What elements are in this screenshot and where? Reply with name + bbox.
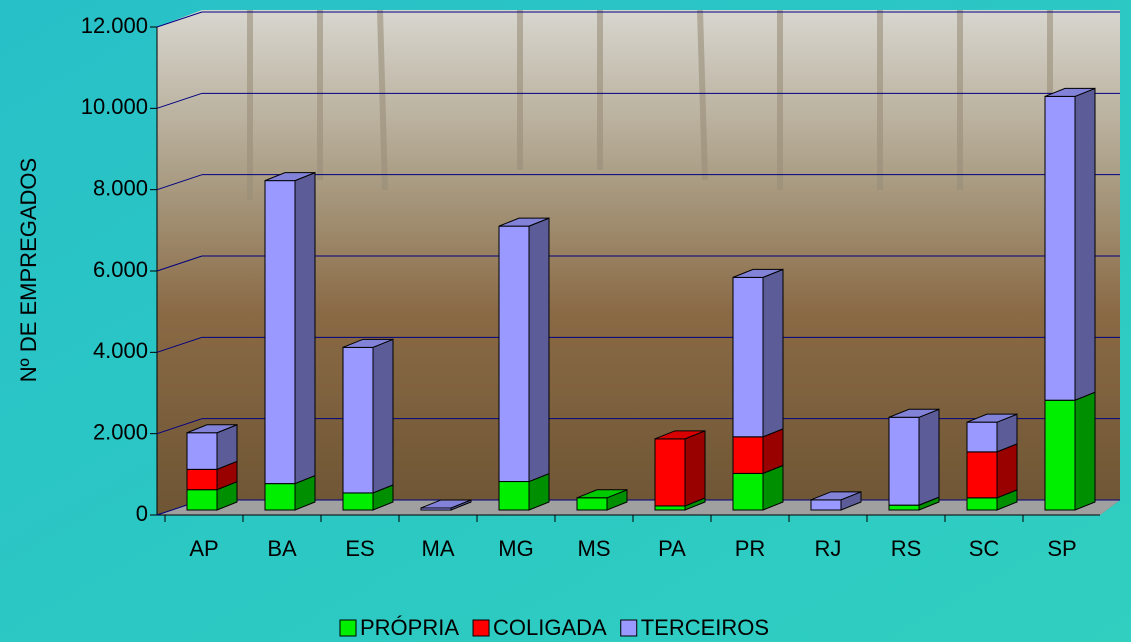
bar-side (1075, 392, 1095, 510)
x-tick-label: MS (578, 536, 611, 561)
y-tick-label: 12.000 (81, 13, 148, 38)
x-tick-label: RS (891, 536, 922, 561)
bar-front (889, 505, 919, 510)
legend-label: COLIGADA (493, 615, 607, 640)
x-tick-label: ES (345, 536, 374, 561)
bar-front (187, 490, 217, 510)
bar-front (1045, 400, 1075, 510)
bar-front (655, 439, 685, 506)
bar-front (811, 500, 841, 510)
bar-side (685, 431, 705, 506)
y-axis-title: Nº DE EMPREGADOS (16, 158, 41, 382)
x-tick-label: PA (658, 536, 686, 561)
bar-front (655, 506, 685, 510)
bar-side (295, 173, 315, 484)
x-tick-label: MA (422, 536, 455, 561)
bar-front (499, 482, 529, 510)
x-tick-label: SP (1047, 536, 1076, 561)
bar-front (1045, 96, 1075, 400)
bar-side (529, 218, 549, 481)
x-tick-label: BA (267, 536, 297, 561)
y-tick-label: 8.000 (93, 175, 148, 200)
legend-swatch (621, 620, 637, 636)
bar-front (889, 417, 919, 505)
chart: Nº DE EMPREGADOS 0 2.000 4.000 6.000 8.000 10… (0, 0, 1131, 642)
legend-label: TERCEIROS (641, 615, 769, 640)
bar-front (187, 433, 217, 470)
bar-front (733, 473, 763, 510)
bar-front (733, 277, 763, 436)
bar-front (343, 347, 373, 493)
legend-swatch (473, 620, 489, 636)
y-tick-label: 2.000 (93, 419, 148, 444)
y-tick-label: 6.000 (93, 257, 148, 282)
bar-side (373, 339, 393, 493)
bar-side (997, 444, 1017, 498)
bar-front (967, 498, 997, 510)
bar-front (577, 498, 607, 510)
y-tick-label: 0 (136, 501, 148, 526)
bar-front (187, 469, 217, 489)
y-tick-label: 4.000 (93, 338, 148, 363)
x-tick-label: RJ (815, 536, 842, 561)
bar-side (1075, 88, 1095, 400)
bar-side (919, 409, 939, 505)
bar-front (733, 437, 763, 474)
legend-label: PRÓPRIA (360, 615, 459, 640)
bar-front (967, 422, 997, 452)
bar-front (499, 226, 529, 481)
y-tick-label: 10.000 (81, 94, 148, 119)
bar-front (265, 484, 295, 510)
x-tick-label: SC (969, 536, 1000, 561)
x-tick-label: MG (498, 536, 533, 561)
x-tick-label: AP (189, 536, 218, 561)
bar-front (343, 493, 373, 510)
bar-front (967, 452, 997, 498)
legend-swatch (340, 620, 356, 636)
bar-side (763, 269, 783, 436)
x-tick-label: PR (735, 536, 766, 561)
bar-front (265, 181, 295, 484)
page: {"chart_data": {"type": "bar3d-stacked",… (0, 0, 1131, 642)
